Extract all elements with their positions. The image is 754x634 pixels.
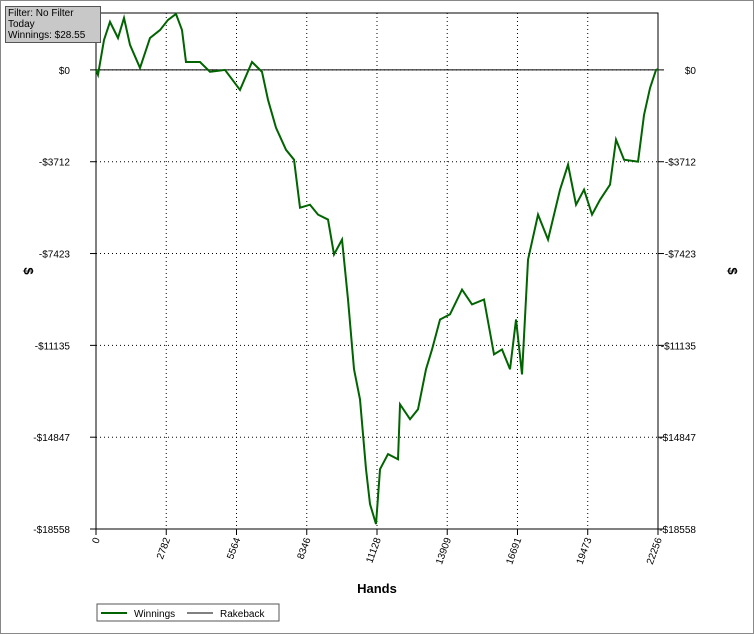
info-box: Filter: No Filter Today Winnings: $28.55 bbox=[5, 6, 101, 43]
plot-area bbox=[95, 12, 659, 530]
y-axis-label: $ bbox=[21, 267, 36, 275]
y2-axis-label: $ bbox=[725, 267, 740, 275]
winnings-text: Winnings: $28.55 bbox=[8, 30, 86, 41]
series-line bbox=[95, 12, 659, 525]
y-tick-label: -$11135 bbox=[35, 341, 71, 352]
y2-tick-label: -$18558 bbox=[659, 525, 696, 536]
legend-label: Rakeback bbox=[220, 609, 265, 620]
legend-label: Winnings bbox=[134, 609, 175, 620]
y-tick-label: -$3712 bbox=[39, 158, 71, 169]
y2-tick-label: -$3712 bbox=[665, 158, 697, 169]
y2-tick-label: -$11135 bbox=[661, 341, 697, 352]
y2-tick-label: -$14847 bbox=[659, 433, 696, 444]
y2-tick-label: -$7423 bbox=[665, 250, 697, 261]
y-tick-label: -$7423 bbox=[39, 250, 71, 261]
y2-tick-label: $0 bbox=[685, 66, 697, 77]
y-tick-label: -$14847 bbox=[33, 433, 70, 444]
x-tick-label: 0 bbox=[91, 536, 103, 545]
filter-text: Filter: No Filter bbox=[8, 8, 74, 19]
y-tick-label: $0 bbox=[59, 66, 71, 77]
period-text: Today bbox=[8, 19, 35, 30]
y-tick-label: -$18558 bbox=[33, 525, 70, 536]
x-axis-label: Hands bbox=[357, 581, 397, 596]
